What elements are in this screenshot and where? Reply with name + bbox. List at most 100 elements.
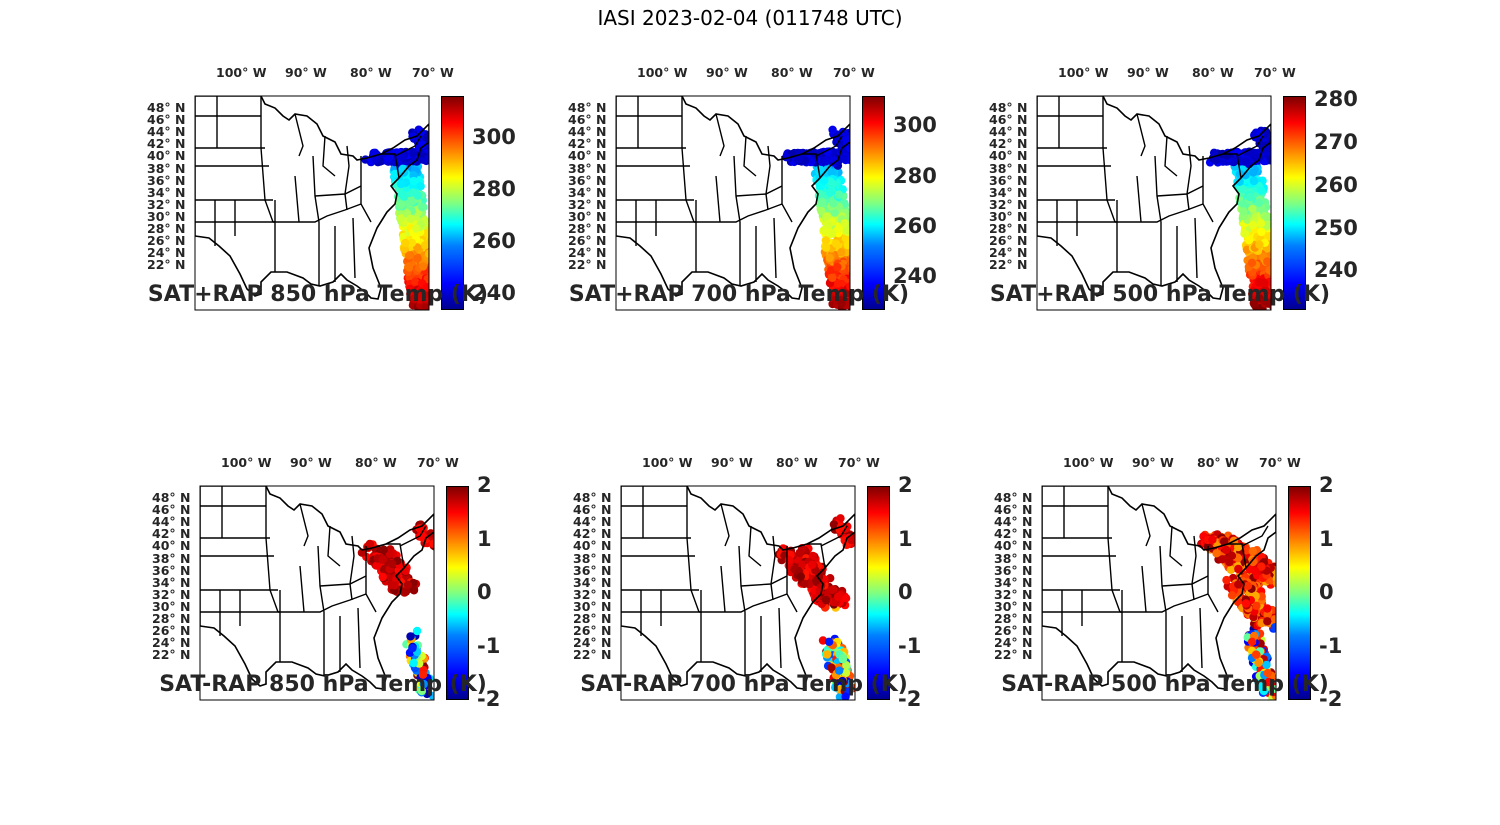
data-point (407, 238, 417, 248)
latitude-label: 24° N (994, 635, 1033, 651)
longitude-label: 80° W (355, 455, 397, 470)
state-border (797, 211, 809, 229)
colorbar (446, 486, 469, 700)
state-border (399, 525, 427, 547)
data-point (1221, 545, 1231, 555)
colorbar-tick-label: 240 (472, 281, 516, 306)
data-point (408, 644, 417, 653)
longitude-label: 80° W (776, 455, 818, 470)
latitude-label: 24° N (147, 245, 186, 261)
data-point (1263, 617, 1272, 626)
state-border (344, 145, 350, 195)
state-border (1186, 145, 1192, 195)
state-border (1169, 525, 1183, 567)
country-outline (616, 96, 850, 300)
data-point (411, 277, 420, 286)
data-point (1241, 157, 1251, 166)
data-point (1260, 297, 1270, 306)
data-point (1254, 658, 1263, 668)
data-point (1227, 551, 1237, 560)
latitude-label: 34° N (568, 184, 607, 200)
data-point (1234, 542, 1243, 552)
data-point (418, 140, 427, 150)
data-point (1279, 582, 1287, 590)
latitude-label: 26° N (989, 233, 1028, 249)
data-point (401, 587, 411, 596)
data-point (1257, 227, 1266, 237)
state-border (681, 147, 695, 223)
state-border (299, 565, 305, 613)
state-border (807, 543, 826, 569)
data-point (417, 686, 426, 696)
data-point (1265, 266, 1271, 275)
data-point (847, 535, 855, 545)
data-point (1247, 258, 1257, 267)
data-point (846, 282, 850, 291)
data-point (424, 249, 429, 258)
state-border (1241, 525, 1269, 547)
state-border (394, 135, 422, 157)
data-point (818, 198, 827, 207)
state-border (365, 546, 377, 613)
map-canvas (1041, 485, 1287, 701)
state-border (1164, 135, 1178, 177)
data-point (1261, 286, 1271, 296)
latitude-label: 24° N (568, 245, 607, 261)
data-point (843, 240, 850, 250)
state-border (1207, 546, 1219, 613)
colorbar-tick-label: 240 (1314, 258, 1358, 283)
latitude-label: 40° N (152, 538, 191, 554)
panel-title: SAT-RAP 500 hPa Temp (K) (1001, 672, 1329, 697)
data-point (378, 572, 387, 582)
latitude-label: 44° N (994, 514, 1033, 530)
data-point (833, 262, 842, 272)
state-border (273, 203, 362, 223)
state-border (1136, 175, 1142, 223)
latitude-label: 40° N (994, 538, 1033, 554)
data-point (837, 248, 846, 257)
data-point (830, 156, 839, 165)
data-point (378, 555, 387, 564)
state-border (770, 535, 776, 585)
state-border (322, 135, 336, 177)
longitude-label: 70° W (833, 65, 875, 80)
colorbar-tick-label: 260 (1314, 172, 1358, 197)
data-point (1247, 637, 1257, 646)
state-border (815, 135, 843, 157)
longitude-label: 70° W (838, 455, 880, 470)
data-point (401, 238, 410, 248)
state-border (349, 583, 353, 601)
data-point (1276, 573, 1284, 581)
data-point (1263, 220, 1271, 229)
latitude-label: 34° N (989, 184, 1028, 200)
data-point (1275, 571, 1276, 576)
latitude-label: 22° N (568, 257, 607, 273)
data-point (429, 272, 437, 280)
data-point (808, 551, 818, 561)
data-point (1262, 660, 1271, 670)
data-point (830, 208, 839, 217)
panel-title: SAT+RAP 700 hPa Temp (K) (568, 282, 910, 307)
map-canvas (194, 95, 437, 311)
state-border (386, 543, 405, 569)
latitude-label: 38° N (573, 550, 612, 566)
latitude-label: 44° N (573, 514, 612, 530)
map-panel-3: 100° W 90° W 80° W 70° W 48° N 46° N 44° N 42° … (970, 60, 1390, 350)
longitude-label: 70° W (1254, 65, 1296, 80)
latitude-label: 26° N (568, 233, 607, 249)
data-point (1265, 232, 1271, 241)
state-border (1141, 503, 1151, 547)
state-border (1194, 217, 1198, 279)
data-point (1234, 564, 1243, 574)
latitude-label: 24° N (989, 245, 1028, 261)
latitude-label: 28° N (994, 611, 1033, 626)
data-point (1249, 149, 1259, 158)
data-point (827, 663, 836, 672)
data-point (1252, 601, 1261, 610)
map-frame (194, 95, 430, 311)
data-point (828, 179, 837, 189)
state-border (299, 503, 309, 547)
panel-title: SAT+RAP 500 hPa Temp (K) (989, 282, 1331, 307)
map-panel-2: 100° W 90° W 80° W 70° W 48° N 46° N 44° N 42° … (549, 60, 969, 350)
data-point (403, 580, 413, 590)
